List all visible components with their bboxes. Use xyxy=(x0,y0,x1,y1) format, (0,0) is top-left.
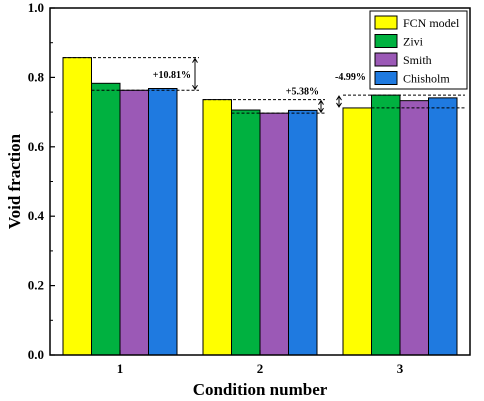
bar-fcn-model-1 xyxy=(62,57,92,356)
legend-label: Zivi xyxy=(403,35,424,49)
y-tick-label: 0.4 xyxy=(28,208,45,223)
bar-fcn-model-2 xyxy=(202,99,232,356)
bar-smith-3 xyxy=(399,100,429,356)
annotation-arrowhead xyxy=(192,84,198,91)
annotation-label: +10.81% xyxy=(153,70,191,81)
legend-swatch xyxy=(374,71,398,85)
annotation-label: -4.99% xyxy=(335,72,366,83)
legend-label: FCN model xyxy=(403,16,460,30)
bar-chisholm-2 xyxy=(288,109,318,356)
legend-label: Chisholm xyxy=(403,72,450,86)
legend: FCN model Zivi Smith Chisholm xyxy=(369,10,468,90)
y-tick-label: 0.6 xyxy=(28,139,45,154)
x-tick-label: 3 xyxy=(397,361,404,376)
bar-zivi-2 xyxy=(231,109,261,356)
x-tick-label: 1 xyxy=(117,361,124,376)
bar-fcn-model-3 xyxy=(342,107,372,356)
annotation-arrowhead xyxy=(318,99,324,105)
bar-smith-2 xyxy=(259,112,289,356)
y-axis-title: Void fraction xyxy=(5,133,24,229)
y-tick-label: 0.8 xyxy=(28,69,45,84)
y-tick-label: 0.0 xyxy=(28,347,44,362)
bar-zivi-3 xyxy=(371,94,401,356)
x-tick-label: 2 xyxy=(257,361,264,376)
legend-swatch xyxy=(374,52,398,67)
x-axis-title: Condition number xyxy=(193,380,328,399)
legend-label: Smith xyxy=(403,53,432,67)
bar-smith-1 xyxy=(119,89,149,356)
bar-zivi-1 xyxy=(91,82,121,356)
legend-swatch xyxy=(374,15,398,30)
annotation-arrowhead xyxy=(192,57,198,63)
annotation-label: +5.38% xyxy=(286,87,319,98)
annotation-arrowhead xyxy=(336,102,342,108)
bar-chisholm-1 xyxy=(148,88,178,356)
y-tick-label: 1.0 xyxy=(28,0,44,15)
legend-swatch xyxy=(374,34,398,48)
bar-chisholm-3 xyxy=(428,97,458,356)
annotation-arrowhead xyxy=(318,107,324,114)
annotation-arrowhead xyxy=(336,95,342,101)
y-tick-label: 0.2 xyxy=(28,278,44,293)
